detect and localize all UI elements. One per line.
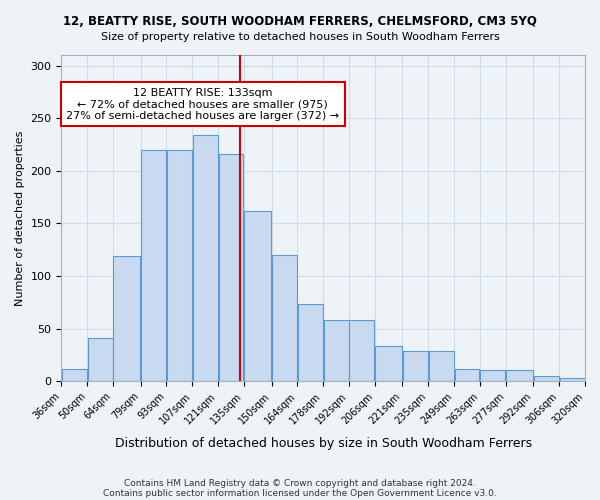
- Bar: [481, 370, 505, 381]
- Bar: [141, 150, 166, 381]
- Text: Contains public sector information licensed under the Open Government Licence v3: Contains public sector information licen…: [103, 488, 497, 498]
- Bar: [375, 346, 402, 381]
- Bar: [88, 338, 113, 381]
- Bar: [534, 376, 559, 381]
- Bar: [218, 154, 244, 381]
- Bar: [455, 368, 479, 381]
- Bar: [193, 135, 218, 381]
- Bar: [167, 150, 192, 381]
- Text: Contains HM Land Registry data © Crown copyright and database right 2024.: Contains HM Land Registry data © Crown c…: [124, 478, 476, 488]
- Bar: [62, 368, 87, 381]
- Text: 12, BEATTY RISE, SOUTH WOODHAM FERRERS, CHELMSFORD, CM3 5YQ: 12, BEATTY RISE, SOUTH WOODHAM FERRERS, …: [63, 15, 537, 28]
- Bar: [560, 378, 584, 381]
- Bar: [403, 350, 428, 381]
- Text: 12 BEATTY RISE: 133sqm
← 72% of detached houses are smaller (975)
27% of semi-de: 12 BEATTY RISE: 133sqm ← 72% of detached…: [66, 88, 340, 121]
- Bar: [244, 210, 271, 381]
- X-axis label: Distribution of detached houses by size in South Woodham Ferrers: Distribution of detached houses by size …: [115, 437, 532, 450]
- Bar: [113, 256, 140, 381]
- Y-axis label: Number of detached properties: Number of detached properties: [15, 130, 25, 306]
- Bar: [323, 320, 349, 381]
- Text: Size of property relative to detached houses in South Woodham Ferrers: Size of property relative to detached ho…: [101, 32, 499, 42]
- Bar: [349, 320, 374, 381]
- Bar: [429, 350, 454, 381]
- Bar: [506, 370, 533, 381]
- Bar: [298, 304, 323, 381]
- Bar: [272, 255, 297, 381]
